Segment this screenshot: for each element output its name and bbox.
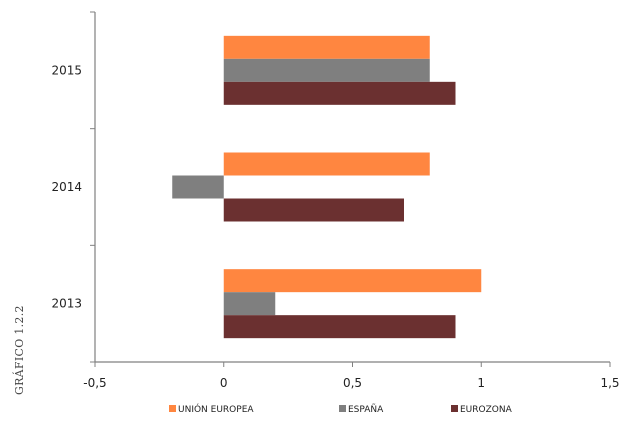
legend: UNIÓN EUROPEA ESPAÑA EUROZONA	[169, 403, 513, 415]
bar-2013-españa	[223, 292, 276, 316]
bar-2013-eurozona	[223, 315, 456, 339]
bar-2014-unión-europea	[223, 152, 430, 176]
side-label: GRÁFICO 1.2.2	[12, 305, 26, 395]
x-tick-label: 0,5	[343, 376, 362, 390]
bar-2015-eurozona	[223, 81, 456, 105]
ticks-group: 2015 2014 2013 -0,5 0 0,5 1 1,5	[51, 11, 620, 390]
x-tick-label: 0	[220, 376, 228, 390]
bar-2015-unión-europea	[223, 35, 430, 59]
y-tick-label: 2015	[51, 63, 82, 77]
legend-label: ESPAÑA	[348, 404, 384, 415]
bar-2014-eurozona	[223, 198, 404, 222]
legend-swatch	[169, 405, 176, 412]
bar-2015-españa	[223, 58, 430, 82]
x-tick-label: 1	[477, 376, 485, 390]
x-tick-label: -0,5	[83, 376, 106, 390]
legend-label: EUROZONA	[460, 405, 513, 415]
bar-2013-unión-europea	[223, 269, 482, 293]
legend-swatch	[339, 405, 346, 412]
x-tick-label: 1,5	[600, 376, 619, 390]
bar-2014-españa	[172, 175, 224, 199]
legend-swatch	[451, 405, 458, 412]
y-tick-label: 2013	[51, 297, 82, 311]
y-tick-label: 2014	[51, 180, 82, 194]
bars-group	[172, 35, 482, 339]
legend-label: UNIÓN EUROPEA	[178, 403, 254, 415]
